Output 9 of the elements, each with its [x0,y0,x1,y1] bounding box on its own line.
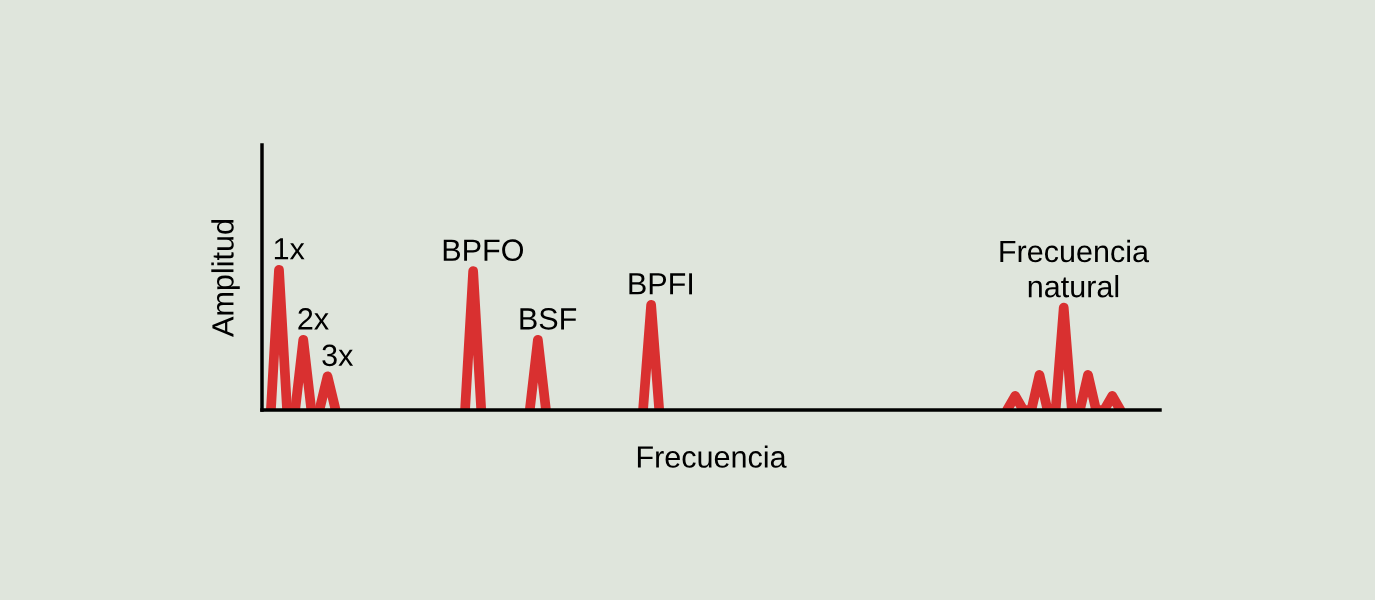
series-label: BPFO [443,239,524,261]
x-axis-title: Frecuencia [637,445,787,468]
series-label: BPFI [629,273,692,295]
series-label: 2x [298,308,329,330]
series-label: 1x [274,238,305,260]
series-label: 3x [322,344,354,367]
series-label: BSF [520,308,577,330]
series-label: Frecuencia natural [1000,239,1150,298]
y-axis-title: Amplitud [211,220,240,337]
